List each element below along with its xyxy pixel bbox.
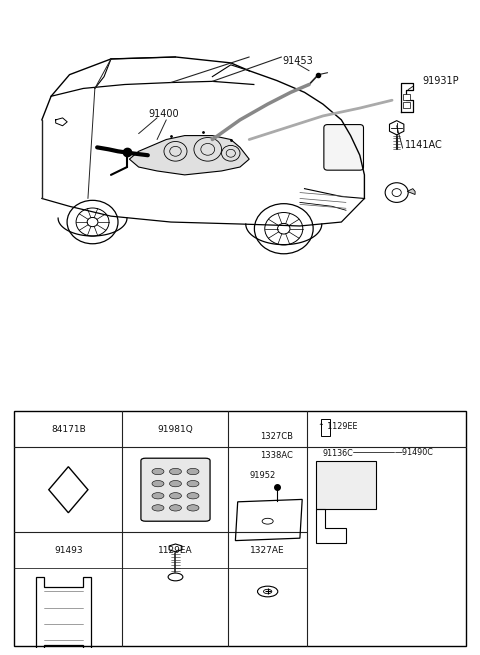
Polygon shape <box>130 136 249 175</box>
Text: 84171B: 84171B <box>51 424 86 434</box>
Polygon shape <box>407 189 415 195</box>
Circle shape <box>152 468 164 475</box>
Text: 1327AE: 1327AE <box>251 546 285 555</box>
Circle shape <box>169 468 181 475</box>
Text: 1129EA: 1129EA <box>158 546 193 555</box>
Text: 91453: 91453 <box>282 56 313 66</box>
Circle shape <box>152 505 164 511</box>
Circle shape <box>152 493 164 499</box>
Bar <box>403 94 409 100</box>
Circle shape <box>169 505 181 511</box>
Bar <box>403 102 409 108</box>
Circle shape <box>169 481 181 487</box>
Text: 91493: 91493 <box>54 546 83 555</box>
Text: 1141AC: 1141AC <box>405 140 443 151</box>
Text: 91400: 91400 <box>149 109 180 119</box>
FancyBboxPatch shape <box>324 124 363 170</box>
Text: 91952: 91952 <box>250 471 276 479</box>
Bar <box>316 460 376 509</box>
Circle shape <box>169 493 181 499</box>
Text: —91490C: —91490C <box>395 447 433 457</box>
Text: 1327CB: 1327CB <box>260 432 293 441</box>
Text: 91981Q: 91981Q <box>157 424 193 434</box>
Circle shape <box>187 481 199 487</box>
FancyBboxPatch shape <box>141 458 210 521</box>
Text: 91931P: 91931P <box>422 75 459 86</box>
Circle shape <box>187 468 199 475</box>
Text: 1338AC: 1338AC <box>261 451 293 460</box>
Circle shape <box>187 493 199 499</box>
Text: ↑ 1129EE: ↑ 1129EE <box>318 422 358 431</box>
Circle shape <box>152 481 164 487</box>
Circle shape <box>187 505 199 511</box>
Text: 91136C: 91136C <box>323 449 354 458</box>
